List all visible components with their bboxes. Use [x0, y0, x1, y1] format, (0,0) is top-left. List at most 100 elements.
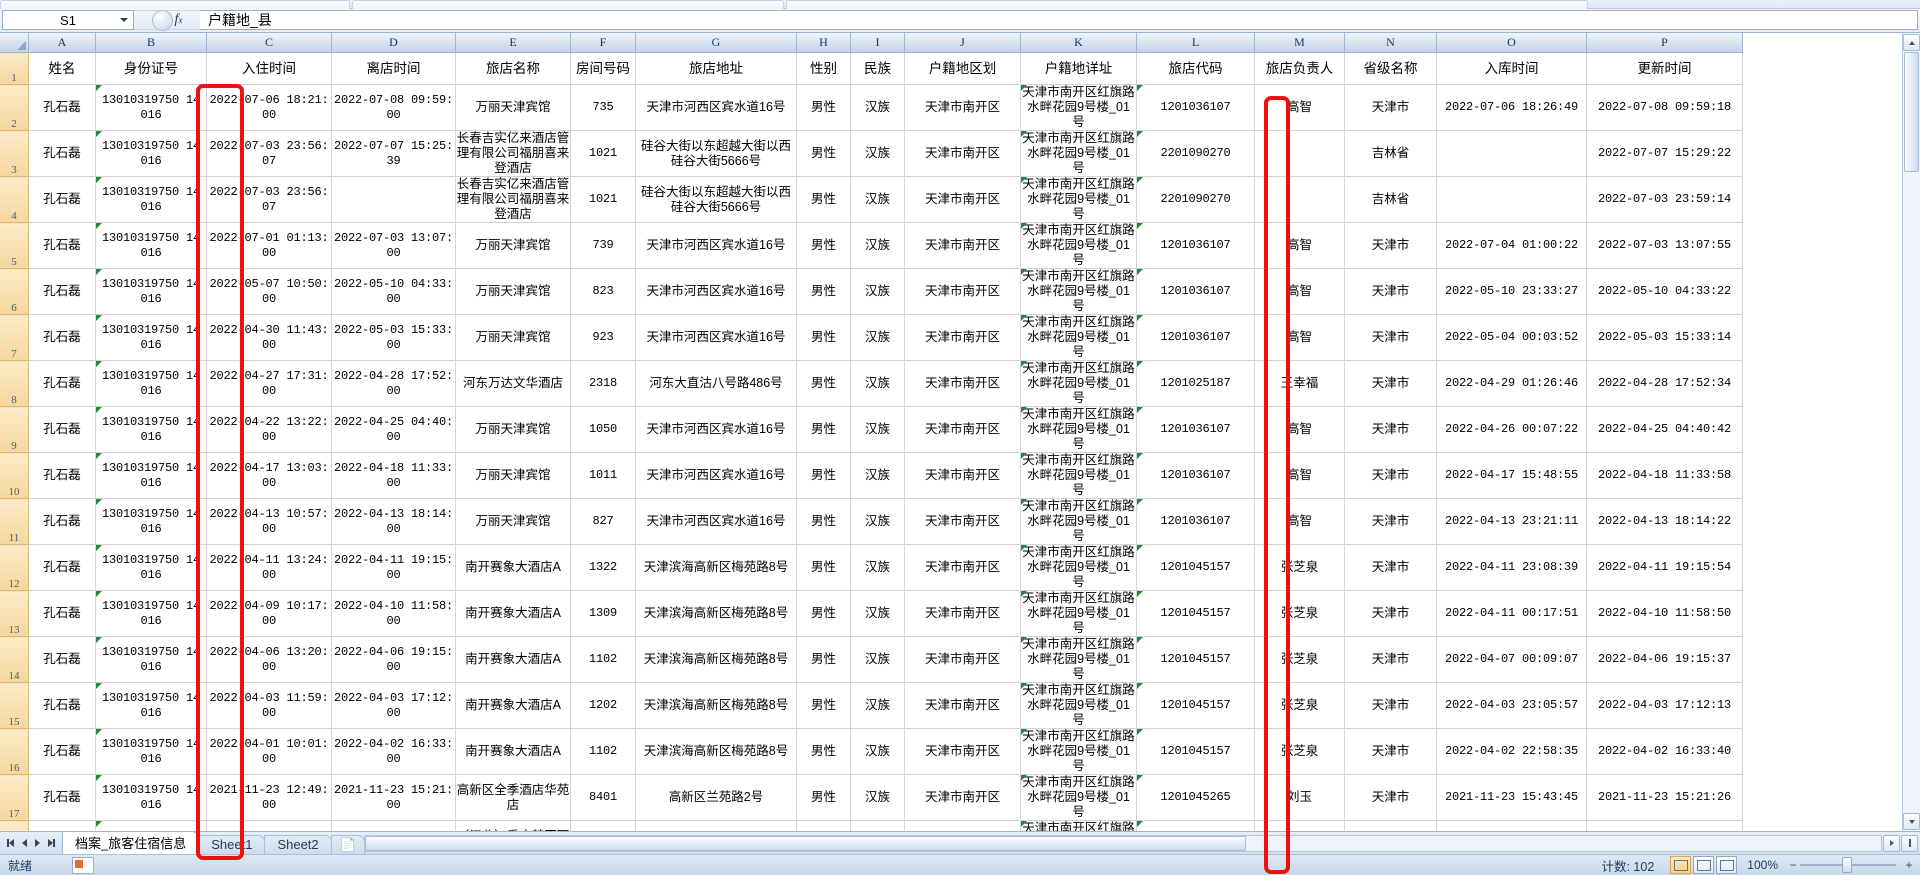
row-header-8[interactable]: 8: [0, 360, 29, 407]
cell-D9[interactable]: 2022-04-25 04:40:00: [331, 406, 456, 453]
cell-E16[interactable]: 南开赛象大酒店A: [455, 728, 571, 775]
cell-J14[interactable]: 天津市南开区: [904, 636, 1021, 683]
cell-M7[interactable]: 高智: [1254, 314, 1345, 361]
row-header-5[interactable]: 5: [0, 222, 29, 269]
cell-F11[interactable]: 827: [570, 498, 636, 545]
cell-K10[interactable]: 天津市南开区红旗路水畔花园9号楼_01号: [1020, 452, 1137, 499]
cell-I11[interactable]: 汉族: [850, 498, 905, 545]
cell-G17[interactable]: 高新区兰苑路2号: [635, 774, 797, 821]
cell-F2[interactable]: 735: [570, 84, 636, 131]
cell-I8[interactable]: 汉族: [850, 360, 905, 407]
zoom-slider-knob[interactable]: [1842, 857, 1853, 873]
cell-A18[interactable]: 孔石磊: [28, 820, 96, 831]
cell-N5[interactable]: 天津市: [1344, 222, 1437, 269]
cell-E14[interactable]: 南开赛象大酒店A: [455, 636, 571, 683]
cell-F12[interactable]: 1322: [570, 544, 636, 591]
cell-G16[interactable]: 天津滨海高新区梅苑路8号: [635, 728, 797, 775]
cell-G8[interactable]: 河东大直沽八号路486号: [635, 360, 797, 407]
scroll-up-button[interactable]: [1903, 34, 1920, 51]
cell-A17[interactable]: 孔石磊: [28, 774, 96, 821]
cell-M18[interactable]: 谢怀太: [1254, 820, 1345, 831]
cell-I12[interactable]: 汉族: [850, 544, 905, 591]
cell-F15[interactable]: 1202: [570, 682, 636, 729]
cell-E4[interactable]: 长春吉实亿来酒店管理有限公司福朋喜来登酒店: [455, 176, 571, 223]
cell-C17[interactable]: 2021-11-23 12:49:00: [206, 774, 332, 821]
cell-J18[interactable]: 天津市南开区: [904, 820, 1021, 831]
header-cell-L[interactable]: 旅店代码: [1136, 52, 1255, 85]
cell-F8[interactable]: 2318: [570, 360, 636, 407]
cell-E5[interactable]: 万丽天津宾馆: [455, 222, 571, 269]
cell-O10[interactable]: 2022-04-17 15:48:55: [1436, 452, 1587, 499]
normal-view-icon[interactable]: [1670, 856, 1692, 874]
cell-P15[interactable]: 2022-04-03 17:12:13: [1586, 682, 1743, 729]
row-header-18[interactable]: 18: [0, 820, 29, 831]
cell-E10[interactable]: 万丽天津宾馆: [455, 452, 571, 499]
cell-D14[interactable]: 2022-04-06 19:15:00: [331, 636, 456, 683]
cell-J4[interactable]: 天津市南开区: [904, 176, 1021, 223]
first-sheet-icon[interactable]: [7, 839, 14, 847]
insert-function-round-button[interactable]: [151, 9, 173, 31]
cell-L11[interactable]: 1201036107: [1136, 498, 1255, 545]
cell-F16[interactable]: 1102: [570, 728, 636, 775]
cell-L9[interactable]: 1201036107: [1136, 406, 1255, 453]
cell-H10[interactable]: 男性: [796, 452, 851, 499]
cell-D15[interactable]: 2022-04-03 17:12:00: [331, 682, 456, 729]
header-cell-O[interactable]: 入库时间: [1436, 52, 1587, 85]
cell-H9[interactable]: 男性: [796, 406, 851, 453]
cell-E6[interactable]: 万丽天津宾馆: [455, 268, 571, 315]
column-header-D[interactable]: D: [331, 33, 456, 53]
cell-B5[interactable]: 13010319750 14 016: [95, 222, 207, 269]
cell-A5[interactable]: 孔石磊: [28, 222, 96, 269]
header-cell-C[interactable]: 入住时间: [206, 52, 332, 85]
cell-M4[interactable]: [1254, 176, 1345, 223]
cell-K13[interactable]: 天津市南开区红旗路水畔花园9号楼_01号: [1020, 590, 1137, 637]
cell-C3[interactable]: 2022-07-03 23:56:07: [206, 130, 332, 177]
cell-G3[interactable]: 硅谷大街以东超越大街以西硅谷大街5666号: [635, 130, 797, 177]
cell-K2[interactable]: 天津市南开区红旗路水畔花园9号楼_01号: [1020, 84, 1137, 131]
cell-M2[interactable]: 高智: [1254, 84, 1345, 131]
cell-O4[interactable]: [1436, 176, 1587, 223]
cell-N6[interactable]: 天津市: [1344, 268, 1437, 315]
cell-K3[interactable]: 天津市南开区红旗路水畔花园9号楼_01号: [1020, 130, 1137, 177]
cell-M9[interactable]: 高智: [1254, 406, 1345, 453]
cell-F13[interactable]: 1309: [570, 590, 636, 637]
cell-E8[interactable]: 河东万达文华酒店: [455, 360, 571, 407]
cell-N13[interactable]: 天津市: [1344, 590, 1437, 637]
cell-B12[interactable]: 13010319750 14 016: [95, 544, 207, 591]
cell-L18[interactable]: 5001050770: [1136, 820, 1255, 831]
row-header-10[interactable]: 10: [0, 452, 29, 499]
header-cell-K[interactable]: 户籍地详址: [1020, 52, 1137, 85]
cell-F7[interactable]: 923: [570, 314, 636, 361]
cell-F9[interactable]: 1050: [570, 406, 636, 453]
cell-A10[interactable]: 孔石磊: [28, 452, 96, 499]
cell-O12[interactable]: 2022-04-11 23:08:39: [1436, 544, 1587, 591]
row-header-13[interactable]: 13: [0, 590, 29, 637]
cell-L17[interactable]: 1201045265: [1136, 774, 1255, 821]
cell-C11[interactable]: 2022-04-13 10:57:00: [206, 498, 332, 545]
cell-F4[interactable]: 1021: [570, 176, 636, 223]
cell-O16[interactable]: 2022-04-02 22:58:35: [1436, 728, 1587, 775]
header-cell-M[interactable]: 旅店负责人: [1254, 52, 1345, 85]
column-header-N[interactable]: N: [1344, 33, 1437, 53]
cell-G9[interactable]: 天津市河西区宾水道16号: [635, 406, 797, 453]
cell-N16[interactable]: 天津市: [1344, 728, 1437, 775]
cell-G2[interactable]: 天津市河西区宾水道16号: [635, 84, 797, 131]
cell-O2[interactable]: 2022-07-06 18:26:49: [1436, 84, 1587, 131]
cell-B13[interactable]: 13010319750 14 016: [95, 590, 207, 637]
cell-D3[interactable]: 2022-07-07 15:25:39: [331, 130, 456, 177]
cell-A4[interactable]: 孔石磊: [28, 176, 96, 223]
cell-F14[interactable]: 1102: [570, 636, 636, 683]
cell-K7[interactable]: 天津市南开区红旗路水畔花园9号楼_01号: [1020, 314, 1137, 361]
select-all-corner[interactable]: [0, 33, 29, 53]
cell-P8[interactable]: 2022-04-28 17:52:34: [1586, 360, 1743, 407]
cell-H8[interactable]: 男性: [796, 360, 851, 407]
cell-B17[interactable]: 13010319750 14 016: [95, 774, 207, 821]
status-macro-icon[interactable]: [72, 856, 94, 874]
header-cell-P[interactable]: 更新时间: [1586, 52, 1743, 85]
cell-G10[interactable]: 天津市河西区宾水道16号: [635, 452, 797, 499]
cell-J7[interactable]: 天津市南开区: [904, 314, 1021, 361]
cell-K9[interactable]: 天津市南开区红旗路水畔花园9号楼_01号: [1020, 406, 1137, 453]
cell-H12[interactable]: 男性: [796, 544, 851, 591]
cell-O8[interactable]: 2022-04-29 01:26:46: [1436, 360, 1587, 407]
cell-A14[interactable]: 孔石磊: [28, 636, 96, 683]
